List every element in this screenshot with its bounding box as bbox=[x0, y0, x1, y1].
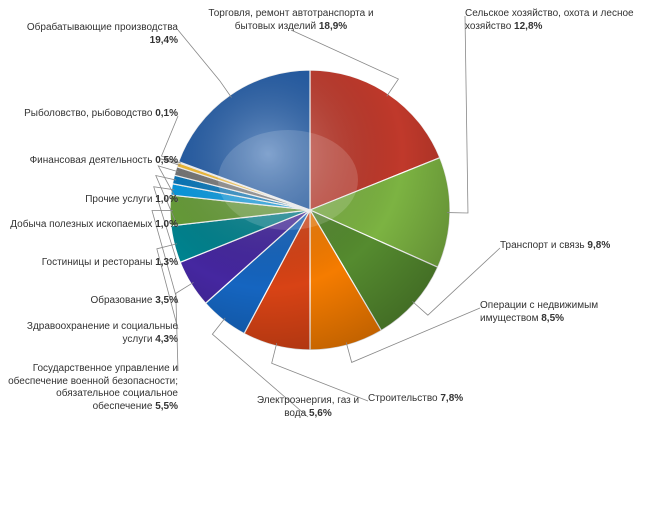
label-percent: 0,5% bbox=[155, 155, 178, 166]
label-percent: 1,0% bbox=[155, 194, 178, 205]
chart-label: Транспорт и связь 9,8% bbox=[500, 240, 650, 253]
label-percent: 1,3% bbox=[155, 257, 178, 268]
label-percent: 5,6% bbox=[309, 408, 332, 419]
label-percent: 9,8% bbox=[587, 240, 610, 251]
chart-label: Обрабатывающие производства 19,4% bbox=[3, 22, 178, 47]
label-text: Финансовая деятельность bbox=[30, 155, 156, 166]
label-percent: 12,8% bbox=[514, 21, 542, 32]
chart-label: Добыча полезных ископаемых 1,0% bbox=[3, 219, 178, 232]
label-percent: 3,5% bbox=[155, 295, 178, 306]
label-percent: 19,4% bbox=[150, 35, 178, 46]
label-text: Добыча полезных ископаемых bbox=[10, 219, 155, 230]
label-text: Строительство bbox=[368, 393, 440, 404]
chart-label: Государственное управление и обеспечение… bbox=[3, 363, 178, 413]
chart-label: Электроэнергия, газ и вода 5,6% bbox=[248, 395, 368, 420]
label-percent: 8,5% bbox=[541, 313, 564, 324]
chart-label: Здравоохранение и социальные услуги 4,3% bbox=[3, 321, 178, 346]
chart-label: Сельское хозяйство, охота и лесное хозяй… bbox=[465, 8, 650, 33]
label-percent: 18,9% bbox=[319, 21, 347, 32]
label-text: Сельское хозяйство, охота и лесное хозяй… bbox=[465, 8, 634, 32]
label-percent: 5,5% bbox=[155, 401, 178, 412]
label-text: Прочие услуги bbox=[85, 194, 155, 205]
chart-label: Операции с недвижимым имуществом 8,5% bbox=[480, 300, 650, 325]
label-percent: 0,1% bbox=[155, 108, 178, 119]
chart-label: Торговля, ремонт автотранспорта и бытовы… bbox=[206, 8, 376, 33]
chart-label: Гостиницы и рестораны 1,3% bbox=[3, 257, 178, 270]
label-text: Обрабатывающие производства bbox=[27, 22, 178, 33]
label-text: Рыболовство, рыбоводство bbox=[24, 108, 155, 119]
label-text: Гостиницы и рестораны bbox=[42, 257, 155, 268]
label-text: Транспорт и связь bbox=[500, 240, 587, 251]
label-text: Государственное управление и обеспечение… bbox=[8, 363, 178, 412]
label-percent: 4,3% bbox=[155, 334, 178, 345]
chart-label: Прочие услуги 1,0% bbox=[3, 194, 178, 207]
pie-chart bbox=[170, 70, 450, 350]
label-percent: 1,0% bbox=[155, 219, 178, 230]
label-percent: 7,8% bbox=[440, 393, 463, 404]
leader-line bbox=[447, 16, 468, 213]
leader-line bbox=[272, 343, 368, 401]
chart-label: Финансовая деятельность 0,5% bbox=[3, 155, 178, 168]
chart-label: Строительство 7,8% bbox=[368, 393, 518, 406]
pie-svg bbox=[170, 70, 450, 350]
label-text: Операции с недвижимым имуществом bbox=[480, 300, 598, 324]
label-text: Торговля, ремонт автотранспорта и бытовы… bbox=[208, 8, 373, 32]
chart-label: Рыболовство, рыбоводство 0,1% bbox=[3, 108, 178, 121]
label-text: Образование bbox=[90, 295, 155, 306]
chart-label: Образование 3,5% bbox=[3, 295, 178, 308]
